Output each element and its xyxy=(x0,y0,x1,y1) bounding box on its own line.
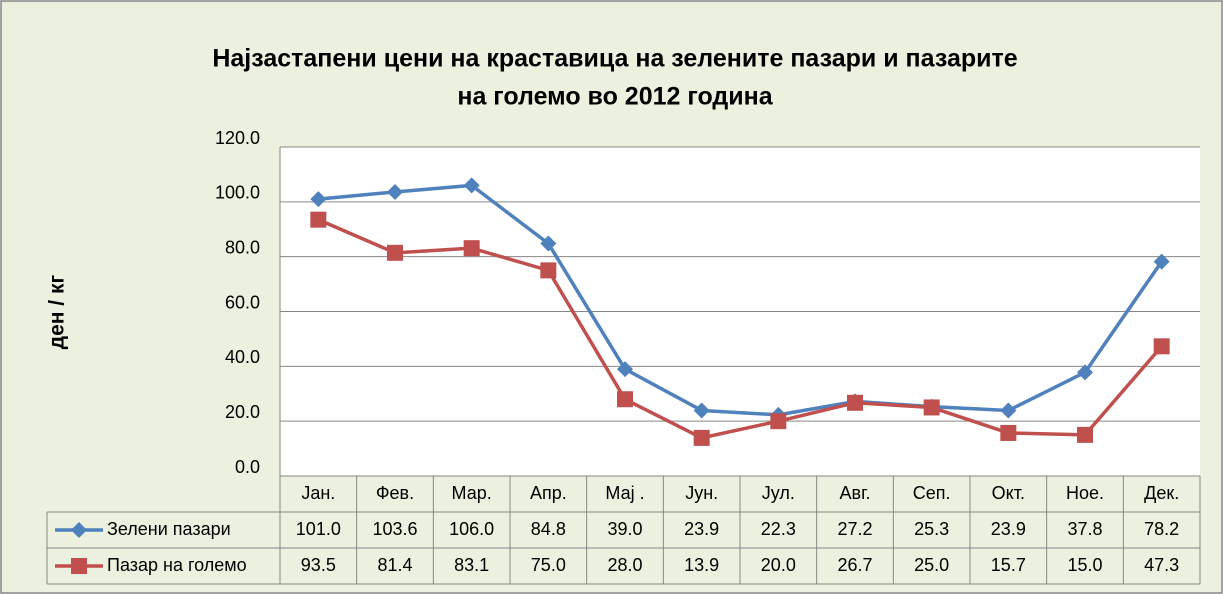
table-value: 28.0 xyxy=(607,555,642,575)
table-value: 20.0 xyxy=(761,555,796,575)
data-point xyxy=(617,361,633,378)
legend-label: Зелени пазари xyxy=(107,519,231,539)
data-point xyxy=(770,413,787,430)
data-point xyxy=(1077,426,1093,443)
y-tick-label: 20.0 xyxy=(225,402,260,422)
table-value: 22.3 xyxy=(761,519,796,539)
legend-marker xyxy=(71,522,87,538)
x-tick-label: Ное. xyxy=(1066,483,1104,503)
table-value: 75.0 xyxy=(531,555,566,575)
y-tick-label: 100.0 xyxy=(215,183,260,203)
data-point xyxy=(1077,364,1093,381)
table-value: 78.2 xyxy=(1144,519,1179,539)
data-point xyxy=(387,183,403,200)
x-tick-label: Авг. xyxy=(840,483,871,503)
table-value: 23.9 xyxy=(991,519,1026,539)
data-point xyxy=(617,391,633,408)
x-tick-label: Мар. xyxy=(452,483,492,503)
table-value: 106.0 xyxy=(449,519,494,539)
data-point xyxy=(310,191,327,208)
data-point xyxy=(540,235,557,252)
table-value: 83.1 xyxy=(454,555,489,575)
table-value: 26.7 xyxy=(837,555,872,575)
data-point xyxy=(847,394,863,411)
x-tick-label: Апр. xyxy=(530,483,567,503)
table-value: 84.8 xyxy=(531,519,566,539)
y-tick-label: 80.0 xyxy=(225,237,260,257)
table-value: 27.2 xyxy=(837,519,872,539)
data-point xyxy=(1153,253,1170,270)
data-point xyxy=(923,399,940,416)
legend-marker xyxy=(71,558,87,574)
table-value: 23.9 xyxy=(684,519,719,539)
x-tick-label: Сеп. xyxy=(913,483,951,503)
data-point xyxy=(387,244,403,261)
table-value: 103.6 xyxy=(372,519,417,539)
x-tick-label: Јул. xyxy=(762,483,795,503)
x-tick-label: Мај . xyxy=(605,483,644,503)
table-value: 13.9 xyxy=(684,555,719,575)
table-value: 47.3 xyxy=(1144,555,1179,575)
table-value: 93.5 xyxy=(301,555,336,575)
data-point xyxy=(693,402,710,419)
table-value: 25.0 xyxy=(914,555,949,575)
chart-title: Најзастапени цени на краставица на зелен… xyxy=(212,45,1017,73)
chart-title: на големо во 2012 година xyxy=(457,83,773,111)
data-point xyxy=(693,429,710,446)
x-tick-label: Дек. xyxy=(1144,483,1179,503)
x-tick-label: Јун. xyxy=(685,483,718,503)
table-value: 37.8 xyxy=(1067,519,1102,539)
x-tick-label: Јан. xyxy=(301,483,335,503)
y-axis-label: ден / кг xyxy=(46,275,69,350)
table-value: 101.0 xyxy=(296,519,341,539)
data-point xyxy=(310,211,327,228)
data-point xyxy=(1000,424,1017,441)
data-point xyxy=(463,177,480,194)
data-point xyxy=(1153,338,1170,355)
x-tick-label: Окт. xyxy=(992,483,1025,503)
data-point xyxy=(540,262,557,279)
table-value: 25.3 xyxy=(914,519,949,539)
y-tick-label: 40.0 xyxy=(225,347,260,367)
legend-label: Пазар на големо xyxy=(107,555,247,575)
series-line xyxy=(318,183,1164,417)
data-point xyxy=(463,240,480,257)
table-value: 15.0 xyxy=(1067,555,1102,575)
x-tick-label: Фев. xyxy=(376,483,414,503)
table-value: 15.7 xyxy=(991,555,1026,575)
table-value: 39.0 xyxy=(607,519,642,539)
table-value: 81.4 xyxy=(377,555,412,575)
data-point xyxy=(1000,402,1017,419)
series-line xyxy=(317,218,1163,440)
y-tick-label: 0.0 xyxy=(235,457,260,477)
y-tick-label: 60.0 xyxy=(225,292,260,312)
y-tick-label: 120.0 xyxy=(215,128,260,148)
